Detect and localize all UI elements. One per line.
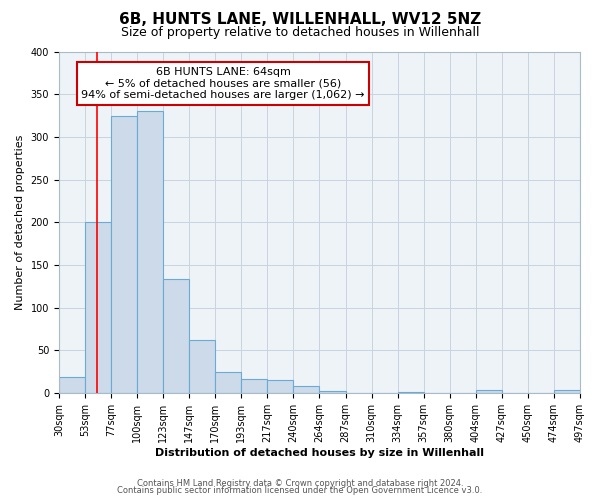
Bar: [215, 372, 241, 393]
Bar: [59, 378, 85, 393]
Bar: [241, 379, 268, 393]
Bar: [319, 391, 346, 393]
Bar: [163, 280, 189, 393]
Y-axis label: Number of detached properties: Number of detached properties: [15, 134, 25, 310]
Bar: [268, 380, 293, 393]
Bar: [137, 111, 163, 393]
Bar: [554, 390, 580, 393]
Bar: [111, 116, 137, 393]
Text: Contains HM Land Registry data © Crown copyright and database right 2024.: Contains HM Land Registry data © Crown c…: [137, 478, 463, 488]
Text: 6B, HUNTS LANE, WILLENHALL, WV12 5NZ: 6B, HUNTS LANE, WILLENHALL, WV12 5NZ: [119, 12, 481, 28]
X-axis label: Distribution of detached houses by size in Willenhall: Distribution of detached houses by size …: [155, 448, 484, 458]
Bar: [293, 386, 319, 393]
Bar: [476, 390, 502, 393]
Text: Contains public sector information licensed under the Open Government Licence v3: Contains public sector information licen…: [118, 486, 482, 495]
Bar: [85, 222, 111, 393]
Text: 6B HUNTS LANE: 64sqm
← 5% of detached houses are smaller (56)
94% of semi-detach: 6B HUNTS LANE: 64sqm ← 5% of detached ho…: [81, 67, 365, 100]
Bar: [189, 340, 215, 393]
Bar: [398, 392, 424, 393]
Text: Size of property relative to detached houses in Willenhall: Size of property relative to detached ho…: [121, 26, 479, 39]
